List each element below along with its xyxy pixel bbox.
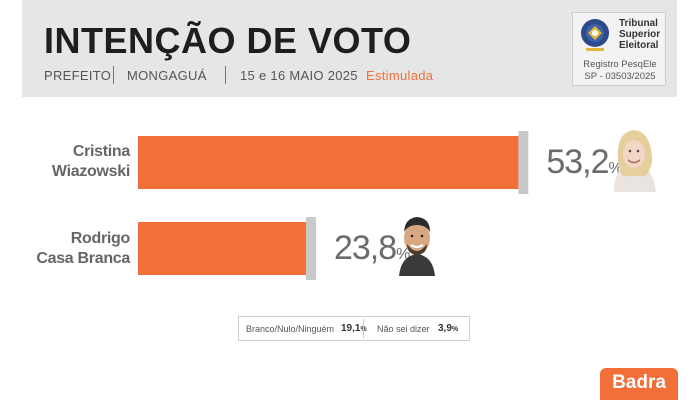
city-label: MONGAGUÁ	[127, 68, 207, 83]
unknown-label: Não sei dizer	[377, 324, 430, 334]
divider	[225, 66, 226, 84]
tse-name: Tribunal Superior Eleitoral	[619, 18, 661, 51]
unknown-value: 3,9%	[438, 323, 459, 334]
cristina-avatar-icon	[614, 130, 656, 192]
tse-registry-label: Registro PesqEle	[583, 59, 657, 70]
tse-seal-icon	[581, 19, 609, 51]
rodrigo-avatar-icon	[399, 217, 435, 276]
blank-label: Branco/Nulo/Ninguém	[246, 324, 335, 334]
others-legend: Branco/Nulo/Ninguém 19,1% Não sei dizer …	[238, 316, 470, 341]
page-title: INTENÇÃO DE VOTO	[44, 20, 412, 61]
header-band	[22, 0, 677, 97]
candidate-label-cristina: Cristina Wiazowski	[51, 143, 130, 180]
divider	[363, 319, 364, 338]
bar-cristina	[138, 136, 523, 189]
bar-rodrigo	[138, 222, 310, 275]
survey-type-label: Estimulada	[366, 68, 434, 83]
tse-registry-box: Tribunal Superior Eleitoral Registro Pes…	[572, 12, 666, 86]
tse-registry-number: SP - 03503/2025	[584, 71, 656, 82]
bar-rodrigo-cap	[305, 217, 316, 280]
divider	[113, 66, 114, 84]
bar-cristina-cap	[518, 131, 529, 194]
candidate-label-rodrigo: Rodrigo Casa Branca	[36, 230, 130, 267]
badra-logo: Badra	[600, 368, 678, 400]
office-label: PREFEITO	[44, 68, 112, 83]
dates-label: 15 e 16 MAIO 2025	[240, 68, 358, 83]
